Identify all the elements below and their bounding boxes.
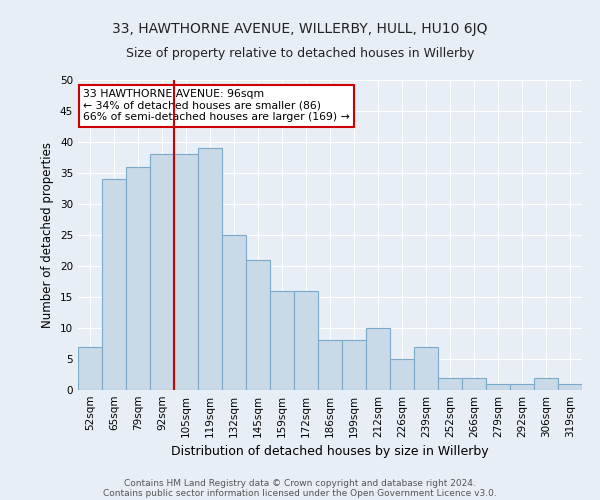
Text: 33, HAWTHORNE AVENUE, WILLERBY, HULL, HU10 6JQ: 33, HAWTHORNE AVENUE, WILLERBY, HULL, HU… (112, 22, 488, 36)
Text: 33 HAWTHORNE AVENUE: 96sqm
← 34% of detached houses are smaller (86)
66% of semi: 33 HAWTHORNE AVENUE: 96sqm ← 34% of deta… (83, 90, 350, 122)
Bar (366, 328, 390, 390)
Text: Size of property relative to detached houses in Willerby: Size of property relative to detached ho… (126, 48, 474, 60)
Bar (486, 384, 510, 390)
Bar (390, 359, 414, 390)
Y-axis label: Number of detached properties: Number of detached properties (41, 142, 55, 328)
Bar (102, 179, 126, 390)
Bar (222, 235, 246, 390)
Bar (126, 167, 150, 390)
Bar (78, 346, 102, 390)
Bar (174, 154, 198, 390)
X-axis label: Distribution of detached houses by size in Willerby: Distribution of detached houses by size … (171, 446, 489, 458)
Bar (294, 291, 318, 390)
Bar (318, 340, 342, 390)
Text: Contains public sector information licensed under the Open Government Licence v3: Contains public sector information licen… (103, 488, 497, 498)
Bar (198, 148, 222, 390)
Bar (150, 154, 174, 390)
Text: Contains HM Land Registry data © Crown copyright and database right 2024.: Contains HM Land Registry data © Crown c… (124, 478, 476, 488)
Bar (246, 260, 270, 390)
Bar (342, 340, 366, 390)
Bar (438, 378, 462, 390)
Bar (462, 378, 486, 390)
Bar (558, 384, 582, 390)
Bar (270, 291, 294, 390)
Bar (534, 378, 558, 390)
Bar (510, 384, 534, 390)
Bar (414, 346, 438, 390)
